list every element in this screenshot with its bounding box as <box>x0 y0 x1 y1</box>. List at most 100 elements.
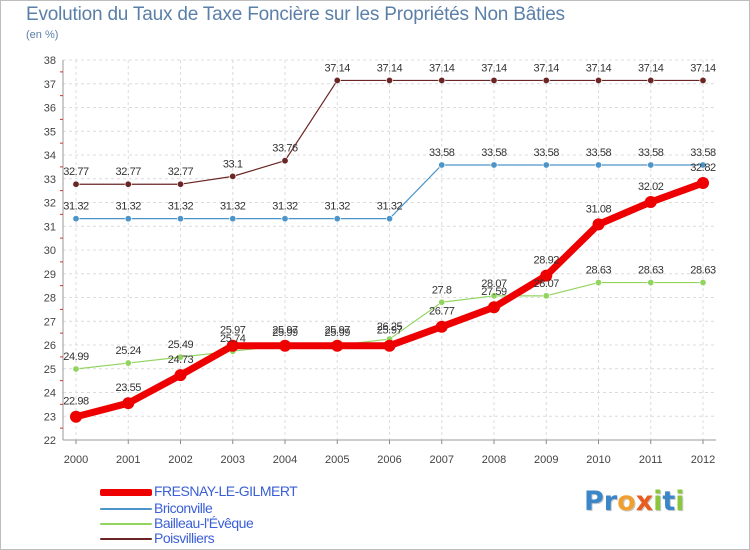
data-point-bailleau-l-v-que <box>124 359 132 367</box>
data-point-fresnay-le-gilmert <box>331 339 344 352</box>
data-label-poisvilliers: 37.14 <box>690 62 716 74</box>
data-point-briconville <box>490 161 498 169</box>
data-point-briconville <box>438 161 446 169</box>
data-label-poisvilliers: 37.14 <box>324 62 350 74</box>
data-label-poisvilliers: 33.76 <box>272 143 298 155</box>
data-point-briconville <box>647 161 655 169</box>
data-label-briconville: 31.32 <box>324 201 350 213</box>
data-point-briconville <box>72 215 80 223</box>
data-point-fresnay-le-gilmert <box>488 301 500 314</box>
y-tick-label: 25 <box>44 364 56 376</box>
data-point-fresnay-le-gilmert <box>435 320 448 333</box>
data-label-briconville: 31.32 <box>168 201 194 213</box>
legend-label-fresnay: FRESNAY-LE-GILMERT <box>154 483 298 499</box>
data-label-briconville: 33.58 <box>586 147 612 159</box>
data-point-bailleau-l-v-que <box>177 353 185 361</box>
data-point-poisvilliers <box>177 180 185 188</box>
data-point-poisvilliers <box>542 76 550 84</box>
data-point-briconville <box>594 161 602 169</box>
y-tick-label: 30 <box>44 245 56 257</box>
y-tick-label: 29 <box>44 269 56 281</box>
data-label-bailleau-l-v-que: 25.24 <box>115 345 141 357</box>
x-tick-label: 2011 <box>639 454 663 466</box>
y-tick-label: 38 <box>44 55 56 67</box>
y-tick-label: 37 <box>44 79 56 91</box>
x-tick-label: 2012 <box>691 454 715 466</box>
data-point-fresnay-le-gilmert <box>279 339 291 352</box>
y-tick-label: 32 <box>44 198 56 210</box>
data-point-briconville <box>229 215 237 223</box>
data-point-bailleau-l-v-que <box>490 292 498 300</box>
y-tick-label: 26 <box>44 340 56 352</box>
data-label-briconville: 31.32 <box>220 201 246 213</box>
data-point-fresnay-le-gilmert <box>540 269 553 282</box>
data-label-poisvilliers: 32.77 <box>63 166 89 178</box>
data-point-poisvilliers <box>72 180 80 188</box>
logo-letter: i <box>675 486 685 517</box>
data-label-fresnay-le-gilmert: 25.97 <box>220 325 246 337</box>
data-point-fresnay-le-gilmert <box>592 218 605 231</box>
y-tick-label: 27 <box>44 316 56 328</box>
data-label-poisvilliers: 32.77 <box>168 166 194 178</box>
data-label-bailleau-l-v-que: 27.8 <box>432 284 452 296</box>
legend-swatch-briconville <box>100 508 152 510</box>
data-point-briconville <box>542 161 550 169</box>
data-label-poisvilliers: 33.1 <box>223 158 243 170</box>
data-label-bailleau-l-v-que: 25.74 <box>220 333 246 345</box>
data-point-fresnay-le-gilmert <box>644 196 657 209</box>
y-tick-label: 31 <box>44 221 56 233</box>
x-tick-label: 2005 <box>325 454 349 466</box>
legend-label-poisvilliers: Poisvilliers <box>154 530 215 546</box>
y-tick-label: 28 <box>44 293 56 305</box>
data-label-bailleau-l-v-que: 28.63 <box>638 265 664 277</box>
data-label-bailleau-l-v-que: 28.07 <box>533 278 559 290</box>
logo-letter: r <box>603 486 618 517</box>
data-label-bailleau-l-v-que: 25.99 <box>324 327 350 339</box>
data-point-poisvilliers <box>647 76 655 84</box>
data-point-poisvilliers <box>229 172 237 180</box>
data-point-poisvilliers <box>594 76 602 84</box>
y-tick-label: 22 <box>44 435 56 447</box>
data-label-briconville: 31.32 <box>377 201 403 213</box>
data-point-poisvilliers <box>490 76 498 84</box>
data-point-poisvilliers <box>385 76 393 84</box>
logo-letter: P <box>584 486 604 517</box>
data-point-fresnay-le-gilmert <box>70 410 82 423</box>
x-tick-label: 2001 <box>116 454 140 466</box>
data-label-fresnay-le-gilmert: 25.97 <box>324 325 350 337</box>
x-tick-label: 2006 <box>377 454 401 466</box>
data-label-poisvilliers: 37.14 <box>533 62 559 74</box>
data-label-briconville: 31.32 <box>272 201 298 213</box>
data-label-fresnay-le-gilmert: 31.08 <box>586 203 612 215</box>
legend-label-briconville: Briconville <box>154 500 213 516</box>
legend-swatch-bailleau <box>100 523 152 525</box>
data-label-fresnay-le-gilmert: 28.92 <box>533 255 559 267</box>
y-tick-label: 24 <box>44 388 56 400</box>
data-label-fresnay-le-gilmert: 22.98 <box>63 396 89 408</box>
data-label-bailleau-l-v-que: 28.63 <box>586 265 612 277</box>
data-point-fresnay-le-gilmert <box>174 369 187 382</box>
data-point-fresnay-le-gilmert <box>697 177 709 190</box>
y-tick-label: 36 <box>44 103 56 115</box>
data-label-poisvilliers: 37.14 <box>377 62 403 74</box>
logo-letter: x <box>635 486 654 517</box>
y-tick-label: 34 <box>44 150 56 162</box>
y-tick-label: 35 <box>44 126 56 138</box>
chart-subtitle: (en %) <box>26 29 59 41</box>
data-label-fresnay-le-gilmert: 25.97 <box>377 325 403 337</box>
data-point-briconville <box>385 215 393 223</box>
data-label-bailleau-l-v-que: 25.49 <box>168 339 194 351</box>
data-label-briconville: 31.32 <box>115 201 141 213</box>
data-point-briconville <box>333 215 341 223</box>
data-point-fresnay-le-gilmert <box>226 339 239 352</box>
logo-letter: t <box>662 486 676 517</box>
data-point-bailleau-l-v-que <box>647 279 655 287</box>
data-point-bailleau-l-v-que <box>542 292 550 300</box>
data-label-briconville: 33.58 <box>638 147 664 159</box>
data-label-bailleau-l-v-que: 28.07 <box>481 278 507 290</box>
logo-letter: i <box>653 486 663 517</box>
axes: 22 23 24 25 26 27 28 29 30 31 32 33 34 35 36 37 38 2000 20… <box>44 55 716 466</box>
x-tick-label: 2008 <box>482 454 506 466</box>
y-tick-label: 33 <box>44 174 56 186</box>
